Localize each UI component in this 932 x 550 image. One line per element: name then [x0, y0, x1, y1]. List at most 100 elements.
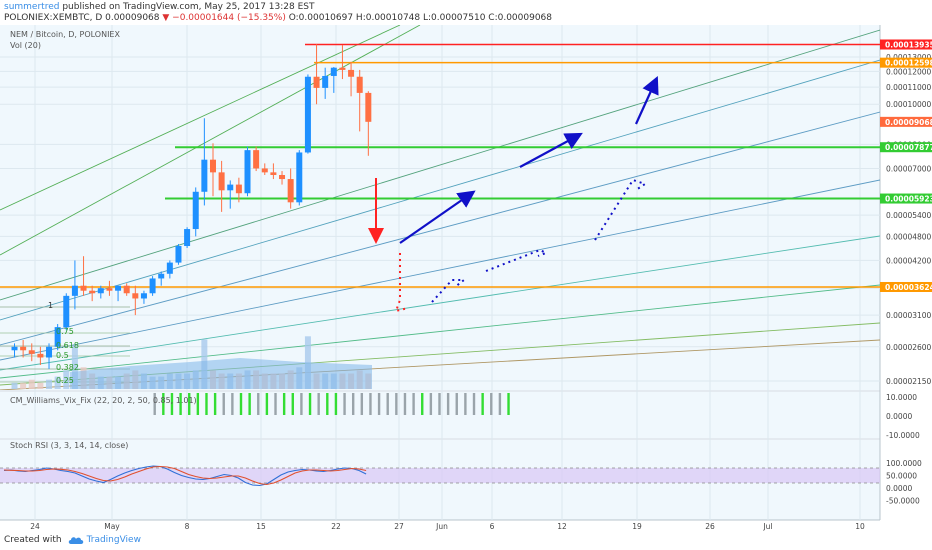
wvf-bar	[507, 393, 510, 415]
stoch-axis: 100.0000 50.0000 0.0000 -50.0000	[886, 459, 922, 506]
wvf-bar	[481, 393, 484, 415]
price-tag	[880, 281, 932, 292]
main-pane	[0, 25, 880, 390]
fib-label: 0.5	[56, 351, 69, 360]
candle	[304, 74, 311, 154]
projection-drawings[interactable]	[368, 75, 659, 313]
candle	[37, 346, 44, 365]
wvf-bar	[326, 393, 329, 415]
legend-vol: Vol (20)	[10, 41, 41, 50]
wvf-bar	[351, 393, 355, 415]
publish-header: summertred published on TradingView.com,…	[4, 2, 314, 12]
wvf-bar	[472, 393, 476, 415]
candle	[158, 271, 165, 286]
blue-dotted-path[interactable]	[431, 178, 648, 303]
price-tag-label: 0.00005923	[885, 195, 932, 204]
price-tick: 0.00013000	[886, 53, 932, 62]
candle	[218, 160, 225, 212]
candles	[11, 44, 372, 369]
candle	[149, 276, 156, 296]
candle	[330, 66, 337, 93]
price-tick: 0.00005400	[886, 211, 932, 220]
wvf-bar	[455, 393, 458, 415]
wvf-bar	[421, 393, 424, 415]
blue-arrow-2[interactable]	[519, 132, 583, 168]
price-tag-label: 0.00007877	[885, 143, 932, 152]
price-tag-label: 0.00009068	[885, 118, 932, 127]
candle	[140, 290, 147, 304]
candle	[89, 285, 96, 302]
candle	[279, 171, 286, 185]
tradingview-link[interactable]: TradingView	[68, 535, 141, 545]
candle	[296, 150, 303, 206]
wvf-bar	[239, 393, 243, 415]
wvf-bar	[343, 393, 346, 415]
time-tick: 12	[557, 522, 567, 531]
wvf-bar	[360, 393, 364, 415]
wvf-bar	[386, 393, 389, 415]
wvf-bar	[257, 393, 260, 415]
candle	[80, 256, 87, 296]
time-axis[interactable]: 24 May 8 15 22 27 Jun 6 12 19 26 Jul 10	[30, 522, 865, 531]
price-tag	[880, 57, 932, 68]
candle	[115, 285, 122, 302]
stoch-d-line	[3, 465, 367, 486]
candle	[106, 280, 113, 296]
price-tick: 0.00012000	[886, 67, 932, 76]
time-tick: 10	[855, 522, 865, 531]
wvf-bar	[170, 393, 174, 415]
stoch-k-line	[3, 465, 367, 487]
blue-arrow-1[interactable]	[399, 190, 476, 244]
candle	[365, 91, 372, 156]
time-tick: 8	[185, 522, 190, 531]
candle	[11, 343, 18, 358]
blue-arrow-3[interactable]	[634, 75, 659, 125]
stoch-tick: 100.0000	[886, 459, 922, 468]
wvf-bar	[213, 393, 217, 415]
candle	[166, 260, 173, 279]
wvf-tick: 10.0000	[886, 393, 917, 402]
candle	[261, 163, 268, 176]
candle	[227, 180, 234, 209]
time-tick: 19	[632, 522, 642, 531]
wvf-bar	[369, 393, 372, 415]
candle	[235, 177, 242, 203]
horizontal-levels[interactable]	[0, 43, 880, 288]
price-axis[interactable]: 0.00013000 0.00012000 0.00011000 0.00010000…	[880, 39, 932, 386]
fib-label: 0.382	[56, 363, 79, 372]
wvf-histogram	[153, 393, 510, 415]
fib-label: 1	[48, 301, 53, 310]
candle	[339, 44, 346, 80]
candle	[71, 260, 78, 310]
wvf-tick: -10.0000	[886, 431, 920, 440]
candle	[270, 163, 277, 180]
candle	[244, 146, 251, 197]
candle	[313, 44, 320, 105]
legend-wvf: CM_Williams_Vix_Fix (22, 20, 2, 50, 0.85…	[10, 396, 197, 405]
candle	[356, 69, 363, 132]
published-text: published on TradingView.com, May 25, 20…	[59, 2, 315, 12]
price-tick: 0.00004800	[886, 232, 932, 241]
wvf-bar	[403, 393, 407, 415]
wvf-bar	[188, 393, 191, 415]
price-tag-label: 0.00003624	[885, 283, 932, 292]
candle	[287, 168, 294, 209]
wvf-axis: 10.0000 0.0000 -10.0000	[886, 393, 920, 440]
candle	[97, 285, 104, 299]
wvf-bar	[446, 393, 450, 415]
wvf-bar	[162, 393, 165, 415]
wvf-bar	[196, 393, 200, 415]
wvf-bar	[300, 393, 303, 415]
wvf-bar	[248, 393, 251, 415]
legend-title: NEM / Bitcoin, D, POLONIEX	[10, 30, 120, 39]
price-tag	[880, 116, 932, 127]
wvf-bar	[334, 393, 338, 415]
author-link[interactable]: summertred	[4, 2, 60, 12]
price-tick: 0.00011000	[886, 83, 932, 92]
candle	[132, 285, 139, 316]
time-tick: 27	[394, 522, 404, 531]
wvf-bar	[222, 393, 225, 415]
candle	[175, 244, 182, 265]
